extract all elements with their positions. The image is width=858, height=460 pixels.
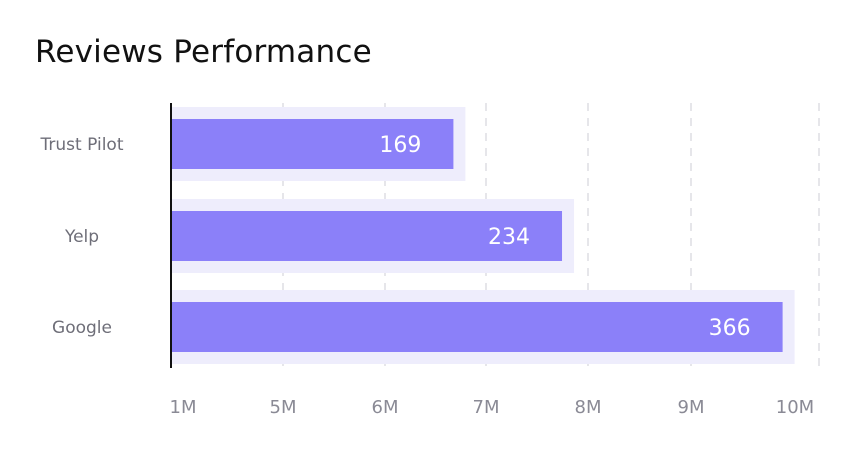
category-label: Yelp [64,227,99,247]
x-tick-label: 5M [270,397,297,418]
x-tick-label: 7M [473,397,500,418]
bar [171,119,454,169]
bar-value-label: 366 [709,316,751,341]
bar-value-label: 234 [488,225,530,250]
x-tick-label: 8M [575,397,602,418]
x-tick-label: 10M [776,397,814,418]
x-tick-label: 9M [678,397,705,418]
category-label: Google [52,318,112,338]
bar-value-label: 169 [379,133,421,158]
x-tick-label: 6M [372,397,399,418]
x-tick-label: 1M [170,397,197,418]
chart-title: Reviews Performance [35,34,372,70]
bar [171,211,563,261]
category-label: Trust Pilot [40,135,124,155]
bar [171,302,783,352]
